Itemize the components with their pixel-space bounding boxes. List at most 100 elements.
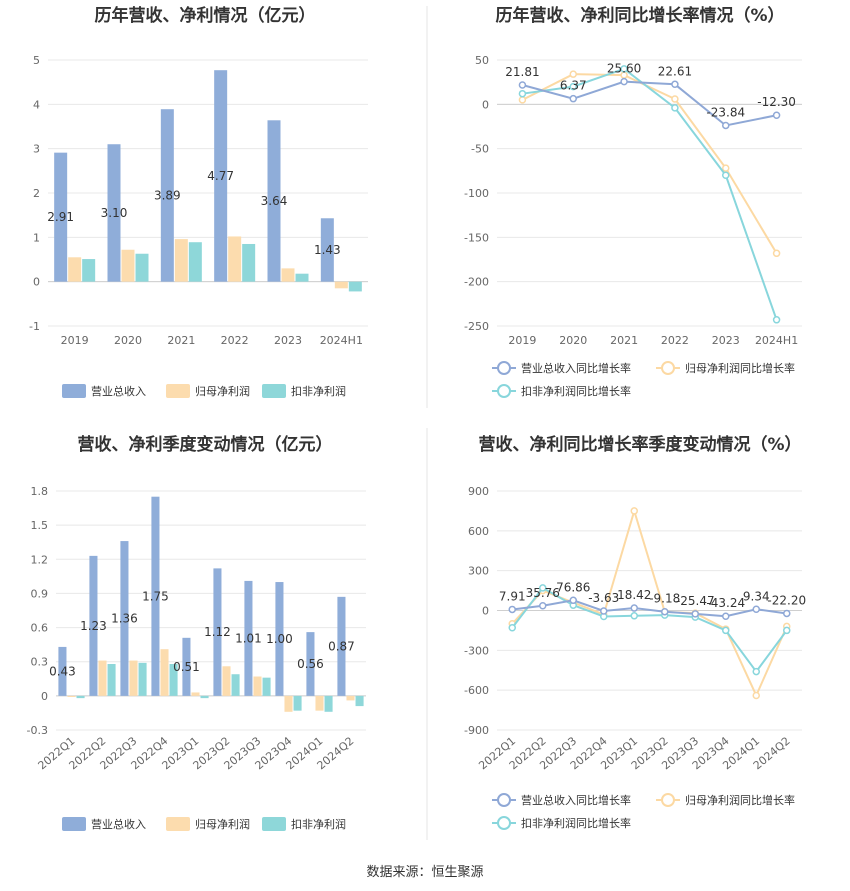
data-label: 9.34 — [743, 589, 770, 603]
bar-net-profit — [174, 239, 188, 282]
y-tick-label: 0 — [41, 690, 48, 703]
chart-title: 营收、净利同比增长率季度变动情况（%） — [478, 434, 801, 455]
y-tick-label: 1 — [33, 231, 40, 244]
series-line-deducted-profit-growth — [522, 67, 778, 321]
bar-net-profit — [160, 649, 169, 696]
series-point — [722, 121, 730, 130]
series-point — [569, 94, 577, 103]
bar-revenue — [89, 555, 98, 696]
bar-deducted-profit — [82, 259, 96, 282]
legend-swatch-marker — [661, 793, 675, 807]
data-label: 6.37 — [560, 79, 587, 93]
bar-deducted-profit — [138, 662, 147, 696]
y-tick-label: 3 — [33, 143, 40, 156]
y-tick-label: 0.6 — [31, 622, 49, 635]
bar-deducted-profit — [295, 273, 309, 282]
y-tick-label: -200 — [464, 276, 489, 289]
bar-revenue — [160, 109, 174, 282]
bar-revenue — [306, 632, 315, 696]
series-point — [620, 65, 628, 73]
y-tick-label: -900 — [464, 724, 489, 737]
data-label: 1.23 — [80, 619, 107, 633]
series-point — [772, 111, 781, 119]
chart-title: 历年营收、净利情况（亿元） — [95, 5, 316, 26]
legend-label: 归母净利润 — [195, 384, 250, 398]
data-label: -9.18 — [649, 592, 680, 606]
bar-revenue — [120, 541, 129, 696]
bar-revenue — [58, 646, 67, 696]
data-label: 4.77 — [207, 169, 234, 183]
bar-net-profit — [284, 695, 293, 712]
data-label: 3.89 — [154, 188, 181, 202]
series-point — [772, 316, 781, 324]
series-point — [539, 602, 547, 610]
chart-title: 历年营收、净利同比增长率情况（%） — [495, 5, 784, 26]
bar-revenue — [320, 218, 334, 282]
data-source-note: 数据来源：恒生聚源 — [366, 865, 483, 880]
series-point — [518, 96, 527, 104]
series-point — [518, 89, 527, 98]
series-point — [620, 77, 628, 86]
legend-swatch-marker — [497, 361, 511, 375]
series-point — [691, 610, 699, 618]
chart-title: 营收、净利季度变动情况（亿元） — [78, 434, 333, 455]
legend-label: 扣非净利润 — [291, 384, 346, 398]
series-point — [630, 612, 638, 620]
legend-swatch-marker — [661, 361, 675, 375]
series-point — [661, 607, 669, 616]
bar-revenue — [244, 580, 253, 696]
bar-revenue — [267, 120, 281, 282]
y-tick-label: 50 — [475, 54, 489, 67]
data-label: 0.87 — [328, 639, 355, 653]
bar-net-profit — [222, 666, 231, 696]
data-label: 1.43 — [314, 243, 341, 257]
series-point — [752, 667, 760, 676]
legend-swatch — [62, 384, 86, 398]
y-tick-label: -250 — [464, 320, 489, 333]
series-point — [722, 626, 730, 635]
data-label: 1.36 — [111, 611, 138, 625]
series-point — [630, 507, 638, 515]
bar-revenue — [214, 70, 228, 282]
data-label: -22.20 — [767, 593, 806, 607]
series-point — [722, 164, 730, 172]
series-point — [569, 596, 577, 605]
series-line-deducted-profit-growth — [511, 586, 788, 674]
annual-revenue-profit-chart: 历年营收、净利情况（亿元） -1 0 1 2 3 4 5 2019 2020 2021 2022 202… — [29, 5, 368, 398]
x-tick-label: 2019 — [508, 334, 536, 347]
y-tick-label: 5 — [33, 54, 40, 67]
series-point — [722, 612, 730, 620]
bar-deducted-profit — [107, 663, 116, 696]
bar-deducted-profit — [355, 695, 364, 707]
series-point — [508, 624, 516, 632]
series-point — [508, 605, 516, 614]
legend-label: 归母净利润同比增长率 — [685, 361, 795, 375]
data-label: 18.42 — [617, 588, 651, 602]
bar-net-profit — [67, 695, 76, 697]
bar-revenue — [151, 496, 160, 696]
legend-label: 归母净利润同比增长率 — [685, 793, 795, 807]
bar-deducted-profit — [200, 695, 209, 699]
series-point — [722, 171, 730, 180]
bar-net-profit — [253, 676, 262, 696]
bar-net-profit — [191, 692, 200, 696]
bar-deducted-profit — [242, 243, 256, 282]
data-label: 7.91 — [499, 589, 526, 603]
series-point — [569, 82, 577, 91]
legend-swatch — [166, 384, 190, 398]
legend-swatch-marker — [497, 793, 511, 807]
bar-revenue — [213, 568, 222, 696]
bar-revenue — [275, 582, 284, 696]
series-line-revenue-growth — [522, 80, 777, 127]
data-label: 76.86 — [556, 580, 590, 594]
series-point — [518, 81, 527, 89]
data-label: 1.01 — [235, 631, 262, 645]
bar-deducted-profit — [135, 253, 149, 282]
bar-deducted-profit — [169, 663, 178, 696]
bar-deducted-profit — [76, 695, 85, 699]
data-label: 35.76 — [526, 586, 560, 600]
data-label: 0.43 — [49, 664, 76, 678]
y-tick-label: 900 — [468, 485, 489, 498]
x-tick-label: 2024H1 — [320, 334, 363, 347]
data-label: 0.51 — [173, 660, 200, 674]
